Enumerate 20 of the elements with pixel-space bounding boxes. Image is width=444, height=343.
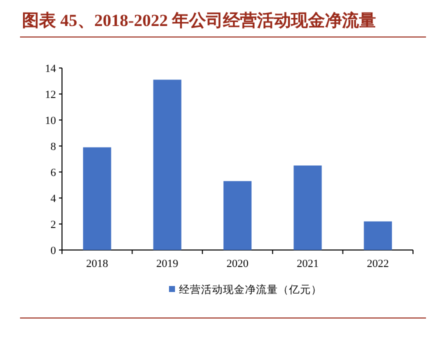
bar (364, 221, 392, 250)
x-tick-label: 2022 (366, 258, 389, 270)
bar (153, 80, 182, 250)
x-tick-label: 2021 (296, 258, 319, 270)
y-tick-label: 14 (45, 63, 56, 75)
bar (223, 181, 252, 250)
legend-label: 经营活动现金净流量（亿元） (179, 283, 322, 296)
bar (83, 147, 112, 250)
y-tick-label: 0 (50, 245, 56, 257)
bar (294, 166, 322, 250)
y-tick-label: 10 (45, 115, 56, 127)
x-tick-label: 2020 (226, 258, 249, 270)
y-tick-label: 6 (50, 167, 56, 179)
x-tick-label: 2018 (86, 258, 109, 270)
y-tick-label: 12 (45, 89, 56, 101)
y-tick-label: 8 (50, 141, 56, 153)
y-tick-label: 4 (50, 193, 56, 205)
y-tick-label: 2 (50, 219, 56, 231)
chart-title: 图表 45、2018-2022 年公司经营活动现金净流量 (22, 11, 376, 30)
x-tick-label: 2019 (156, 258, 179, 270)
